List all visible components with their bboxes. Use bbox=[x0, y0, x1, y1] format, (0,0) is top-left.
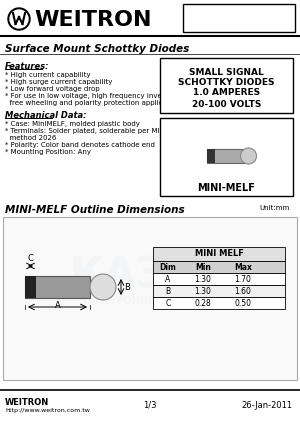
Bar bbox=[25, 276, 90, 298]
Text: SCHOTTKY DIODES: SCHOTTKY DIODES bbox=[178, 78, 275, 87]
Text: * Case: MiniMELF, molded plastic body: * Case: MiniMELF, molded plastic body bbox=[5, 121, 140, 127]
Text: Unit:mm: Unit:mm bbox=[260, 205, 290, 211]
Text: Dim: Dim bbox=[160, 263, 176, 272]
Text: method 2026: method 2026 bbox=[5, 135, 56, 141]
Bar bbox=[206, 149, 244, 163]
Circle shape bbox=[241, 148, 256, 164]
Text: * For use in low voltage, high frequency inverters: * For use in low voltage, high frequency… bbox=[5, 93, 178, 99]
Text: SMALL SIGNAL: SMALL SIGNAL bbox=[189, 68, 264, 77]
Text: 1/3: 1/3 bbox=[143, 401, 157, 410]
Text: A: A bbox=[165, 275, 171, 283]
Bar bbox=[153, 285, 285, 297]
Text: 26-Jan-2011: 26-Jan-2011 bbox=[242, 401, 293, 410]
Text: 1.30: 1.30 bbox=[195, 275, 212, 283]
Text: MINI MELF: MINI MELF bbox=[195, 249, 243, 258]
Text: WEITRON: WEITRON bbox=[5, 398, 49, 407]
Bar bbox=[183, 4, 295, 32]
Text: B: B bbox=[165, 286, 171, 295]
Text: 20-100 VOLTS: 20-100 VOLTS bbox=[192, 100, 261, 109]
Bar bbox=[153, 247, 285, 261]
Text: 1.70: 1.70 bbox=[235, 275, 251, 283]
Text: Mechanical Data:: Mechanical Data: bbox=[5, 111, 86, 120]
Circle shape bbox=[10, 10, 28, 28]
Text: * Polarity: Color band denotes cathode end: * Polarity: Color band denotes cathode e… bbox=[5, 142, 155, 148]
Text: * Mounting Position: Any: * Mounting Position: Any bbox=[5, 149, 91, 155]
Text: * High surge current capability: * High surge current capability bbox=[5, 79, 112, 85]
Circle shape bbox=[8, 8, 30, 30]
Circle shape bbox=[90, 274, 116, 300]
Text: MINI-MELF: MINI-MELF bbox=[198, 183, 255, 193]
Text: free wheeling and polarity protection applications: free wheeling and polarity protection ap… bbox=[5, 100, 184, 106]
Text: Max: Max bbox=[234, 263, 252, 272]
Text: * High current capability: * High current capability bbox=[5, 72, 91, 78]
Text: B: B bbox=[124, 283, 130, 292]
Text: C: C bbox=[27, 254, 33, 263]
Text: MINI-MELF Outline Dimensions: MINI-MELF Outline Dimensions bbox=[5, 205, 184, 215]
Text: http://www.weitron.com.tw: http://www.weitron.com.tw bbox=[5, 408, 90, 413]
Text: Min: Min bbox=[195, 263, 211, 272]
Bar bbox=[153, 297, 285, 309]
Bar bbox=[160, 58, 293, 113]
Text: КАЗУС: КАЗУС bbox=[69, 255, 227, 297]
Bar bbox=[153, 261, 285, 273]
Text: 1.30: 1.30 bbox=[195, 286, 212, 295]
Bar bbox=[153, 273, 285, 285]
Text: Features:: Features: bbox=[5, 62, 50, 71]
Text: * Low forward voltage drop: * Low forward voltage drop bbox=[5, 86, 100, 92]
Bar bbox=[3, 217, 297, 380]
Text: 0.50: 0.50 bbox=[235, 298, 251, 308]
Text: MM17 thru MM110: MM17 thru MM110 bbox=[188, 13, 290, 23]
Bar bbox=[160, 118, 293, 196]
Text: ЭЛЕКТРОННЫЙ ПОРТАЛ: ЭЛЕКТРОННЫЙ ПОРТАЛ bbox=[80, 295, 216, 306]
Text: WEITRON: WEITRON bbox=[34, 10, 152, 30]
Text: C: C bbox=[165, 298, 171, 308]
Text: 1.0 AMPERES: 1.0 AMPERES bbox=[193, 88, 260, 97]
Text: 1.60: 1.60 bbox=[235, 286, 251, 295]
Text: * Terminals: Solder plated, solderable per MIL-STD-750,: * Terminals: Solder plated, solderable p… bbox=[5, 128, 198, 134]
Text: Surface Mount Schottky Diodes: Surface Mount Schottky Diodes bbox=[5, 44, 189, 54]
Text: 0.28: 0.28 bbox=[195, 298, 212, 308]
Text: A: A bbox=[55, 301, 60, 310]
Bar bbox=[206, 149, 214, 163]
Bar bbox=[25, 276, 36, 298]
